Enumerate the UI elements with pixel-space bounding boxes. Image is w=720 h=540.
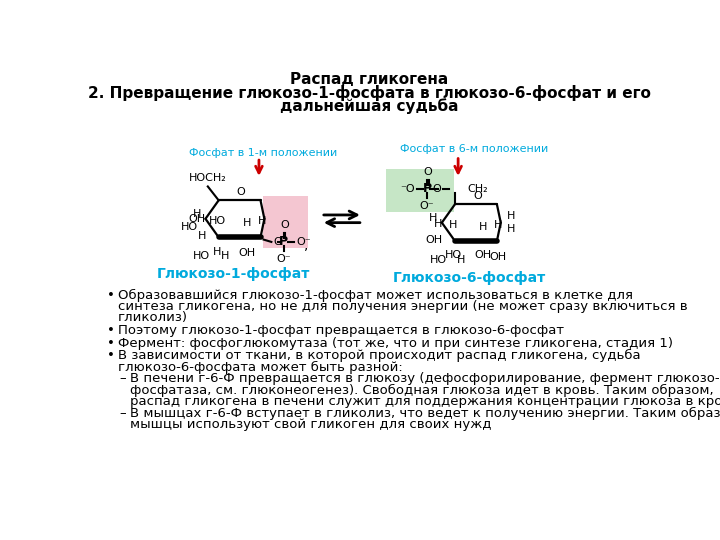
Text: В мышцах г-6-Ф вступает в гликолиз, что ведет к получению энергии. Таким образом: В мышцах г-6-Ф вступает в гликолиз, что … <box>130 407 720 420</box>
Text: H: H <box>243 218 251 228</box>
Text: OH: OH <box>238 248 256 258</box>
Text: гликолиз): гликолиз) <box>118 311 188 324</box>
Text: –: – <box>120 373 126 386</box>
Text: Фосфат в 1-м положении: Фосфат в 1-м положении <box>189 148 337 158</box>
Text: дальнейшая судьба: дальнейшая судьба <box>280 98 458 113</box>
Text: H: H <box>192 209 201 219</box>
Text: синтеза гликогена, но не для получения энергии (не может сразу включиться в: синтеза гликогена, но не для получения э… <box>118 300 688 313</box>
Text: O: O <box>473 191 482 201</box>
Text: O⁻: O⁻ <box>276 254 291 264</box>
Text: H: H <box>434 219 442 229</box>
Text: P: P <box>423 183 432 195</box>
Bar <box>386 168 454 212</box>
Text: O: O <box>273 237 282 247</box>
Text: HO: HO <box>429 255 446 265</box>
Text: мышцы используют свой гликоген для своих нужд: мышцы используют свой гликоген для своих… <box>130 418 492 431</box>
Text: Глюкозо-1-фосфат: Глюкозо-1-фосфат <box>157 267 310 281</box>
Text: •: • <box>107 349 115 362</box>
Text: HO: HO <box>209 217 225 226</box>
Text: Фосфат в 6-м положении: Фосфат в 6-м положении <box>400 144 548 154</box>
Text: O: O <box>237 187 246 197</box>
Text: H: H <box>507 224 516 234</box>
Text: глюкозо-6-фосфата может быть разной:: глюкозо-6-фосфата может быть разной: <box>118 361 402 374</box>
Text: Распад гликогена: Распад гликогена <box>290 72 448 87</box>
Text: 2. Превращение глюкозо-1-фосфата в глюкозо-6-фосфат и его: 2. Превращение глюкозо-1-фосфата в глюко… <box>88 85 650 101</box>
Text: ,: , <box>304 238 308 252</box>
Text: •: • <box>107 289 115 302</box>
Text: H: H <box>457 255 465 265</box>
Text: Фермент: фосфоглюкомутаза (тот же, что и при синтезе гликогена, стадия 1): Фермент: фосфоглюкомутаза (тот же, что и… <box>118 336 673 349</box>
Text: •: • <box>107 324 115 337</box>
Text: HO: HO <box>181 221 198 232</box>
Text: O: O <box>280 220 289 231</box>
Text: H: H <box>197 231 206 241</box>
Bar <box>263 195 307 248</box>
Text: O: O <box>423 167 432 177</box>
Text: OH: OH <box>490 252 507 262</box>
Text: В печени г-6-Ф превращается в глюкозу (дефосфорилирование, фермент глюкозо-6-: В печени г-6-Ф превращается в глюкозу (д… <box>130 373 720 386</box>
Text: H: H <box>213 247 221 256</box>
Text: OH: OH <box>425 234 442 245</box>
Text: O⁻: O⁻ <box>420 201 434 211</box>
Text: H: H <box>479 222 487 232</box>
Text: В зависимости от ткани, в которой происходит распад гликогена, судьба: В зависимости от ткани, в которой происх… <box>118 349 641 362</box>
Text: ⁻O: ⁻O <box>400 184 415 194</box>
Text: H: H <box>507 212 516 221</box>
Text: OH: OH <box>474 251 492 260</box>
Text: HO: HO <box>193 251 210 261</box>
Text: H: H <box>220 251 229 261</box>
Text: CH₂: CH₂ <box>467 184 488 194</box>
Text: H: H <box>449 220 458 231</box>
Text: P: P <box>279 235 288 248</box>
Text: •: • <box>107 336 115 349</box>
Text: –: – <box>120 407 126 420</box>
Text: Образовавшийся глюкозо-1-фосфат может использоваться в клетке для: Образовавшийся глюкозо-1-фосфат может ис… <box>118 289 633 302</box>
Text: HO: HO <box>445 251 462 260</box>
Text: H: H <box>494 220 503 231</box>
Text: O: O <box>432 184 441 194</box>
Text: HOCH₂: HOCH₂ <box>189 173 227 184</box>
Text: распад гликогена в печени служит для поддержания концентрации глюкоза в крови: распад гликогена в печени служит для под… <box>130 395 720 408</box>
Text: H: H <box>258 217 266 226</box>
Text: фосфатаза, см. глюконеогенез). Свободная глюкоза идет в кровь. Таким образом,: фосфатаза, см. глюконеогенез). Свободная… <box>130 383 714 397</box>
Text: O⁻: O⁻ <box>296 237 311 247</box>
Text: H: H <box>429 213 437 223</box>
Text: Глюкозо-6-фосфат: Глюкозо-6-фосфат <box>393 271 546 285</box>
Text: Поэтому глюкозо-1-фосфат превращается в глюкозо-6-фосфат: Поэтому глюкозо-1-фосфат превращается в … <box>118 324 564 337</box>
Text: OH: OH <box>189 214 206 224</box>
